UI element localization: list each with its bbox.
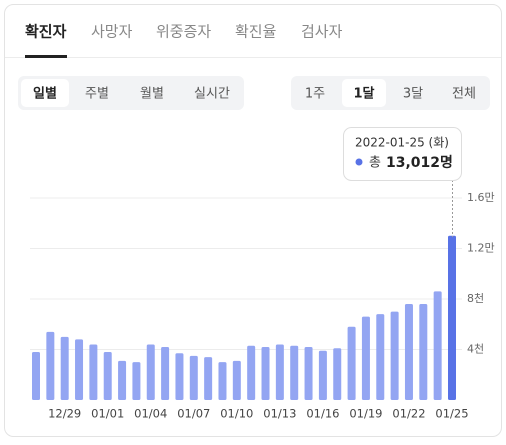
- period-button[interactable]: 일별: [33, 86, 57, 102]
- tab[interactable]: 확진자: [25, 23, 67, 41]
- tab[interactable]: 확진율: [235, 23, 276, 41]
- tab[interactable]: 검사자: [301, 23, 343, 41]
- bar: [390, 311, 399, 400]
- bar: [75, 339, 84, 400]
- bar: [46, 331, 55, 400]
- period-button[interactable]: 실시간: [194, 87, 230, 102]
- bar: [60, 336, 69, 400]
- tooltip-prefix: 총: [369, 156, 381, 171]
- bar: [448, 235, 456, 400]
- tooltip-box: [343, 127, 462, 181]
- bar: [333, 348, 342, 400]
- x-tick-label: 01/07: [177, 407, 210, 421]
- period-selected: [21, 79, 69, 107]
- tab-underline: [25, 55, 67, 58]
- bar: [361, 316, 370, 400]
- bar: [218, 362, 227, 400]
- bar: [347, 326, 356, 400]
- bar: [232, 360, 241, 400]
- tooltip-date: 2022-01-25 (화): [355, 136, 449, 150]
- bar: [419, 304, 428, 400]
- bar: [318, 350, 327, 400]
- x-tick-label: 01/19: [349, 407, 382, 421]
- x-tick-label: 01/13: [263, 407, 296, 421]
- bar: [189, 355, 198, 400]
- bar: [275, 344, 284, 400]
- tab[interactable]: 위중증자: [156, 23, 211, 41]
- range-button[interactable]: 1주: [305, 87, 325, 102]
- bar: [376, 314, 385, 400]
- range-selected: [342, 79, 386, 107]
- bar: [161, 346, 170, 400]
- y-tick-label: 4천: [467, 342, 484, 356]
- range-button[interactable]: 3달: [403, 87, 423, 102]
- bar: [146, 344, 155, 400]
- bar: [433, 291, 442, 400]
- tooltip-value: 13,012명: [386, 154, 453, 171]
- y-tick-label: 1.6만: [467, 191, 495, 204]
- y-tick-label: 1.2만: [467, 242, 495, 255]
- x-tick-label: 01/01: [91, 407, 124, 421]
- x-tick-label: 12/29: [48, 407, 81, 421]
- bar: [32, 352, 40, 400]
- bar: [89, 344, 98, 400]
- bar: [247, 345, 256, 400]
- tooltip-dot: [355, 158, 363, 166]
- bar: [132, 362, 141, 400]
- bar: [204, 357, 213, 400]
- tab[interactable]: 사망자: [91, 23, 133, 41]
- bar: [261, 346, 270, 400]
- bar: [304, 346, 313, 400]
- y-tick-label: 8천: [467, 291, 484, 305]
- bar: [103, 352, 112, 400]
- range-group: [291, 76, 490, 110]
- x-tick-label: 01/22: [392, 407, 425, 421]
- x-tick-label: 01/04: [134, 407, 167, 421]
- bar: [404, 304, 413, 400]
- bar: [290, 345, 299, 400]
- period-button[interactable]: 월별: [140, 87, 164, 102]
- period-group: [18, 76, 244, 110]
- period-button[interactable]: 주별: [85, 87, 109, 102]
- bar: [118, 360, 127, 400]
- x-tick-label: 01/25: [435, 407, 468, 421]
- range-button[interactable]: 1달: [353, 87, 374, 102]
- x-tick-label: 01/10: [220, 407, 253, 421]
- bar: [175, 353, 184, 400]
- range-button[interactable]: 전체: [452, 87, 476, 102]
- x-tick-label: 01/16: [306, 407, 339, 421]
